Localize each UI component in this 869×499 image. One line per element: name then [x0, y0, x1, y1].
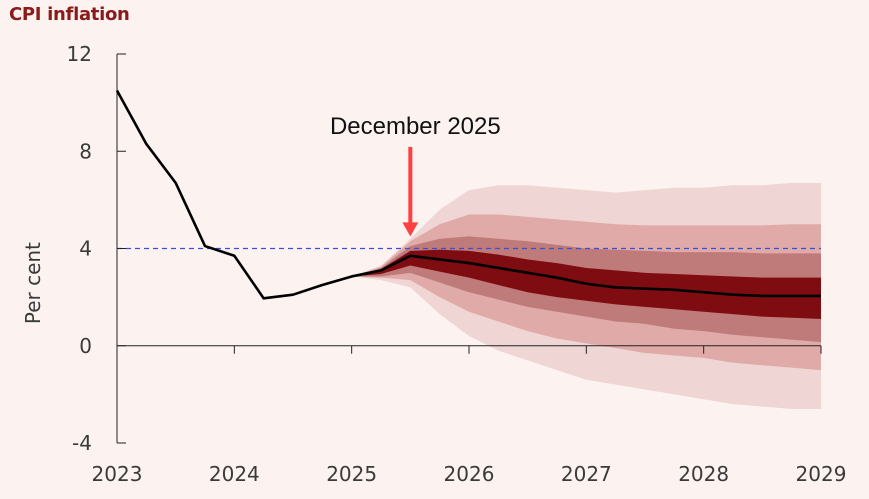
cpi-line-group [115, 89, 821, 300]
annotation-arrow-head [402, 222, 419, 237]
annotation-label: December 2025 [330, 113, 501, 140]
cpi-line [115, 89, 821, 300]
y-tick-label: 8 [79, 139, 92, 163]
y-tick-label: -4 [72, 431, 92, 455]
x-tick-label: 2029 [796, 462, 847, 486]
y-tick-label: 12 [67, 42, 92, 66]
fan-bands [351, 182, 821, 409]
y-axis-title: Per cent [21, 242, 45, 324]
y-tick-label: 0 [79, 334, 92, 358]
x-tick-label: 2028 [678, 462, 729, 486]
x-tick-label: 2025 [326, 462, 377, 486]
x-tick-label: 2026 [444, 462, 495, 486]
chart-title: CPI inflation [9, 4, 130, 25]
x-tick-label: 2027 [561, 462, 612, 486]
x-tick-label: 2023 [92, 462, 143, 486]
x-tick-label: 2024 [209, 462, 260, 486]
axes: -4 0 4 8 12 2023 2024 2025 2026 2027 2028 2029 [67, 42, 847, 486]
annotation-group: December 2025 [330, 113, 501, 237]
y-tick-label: 4 [79, 237, 92, 261]
